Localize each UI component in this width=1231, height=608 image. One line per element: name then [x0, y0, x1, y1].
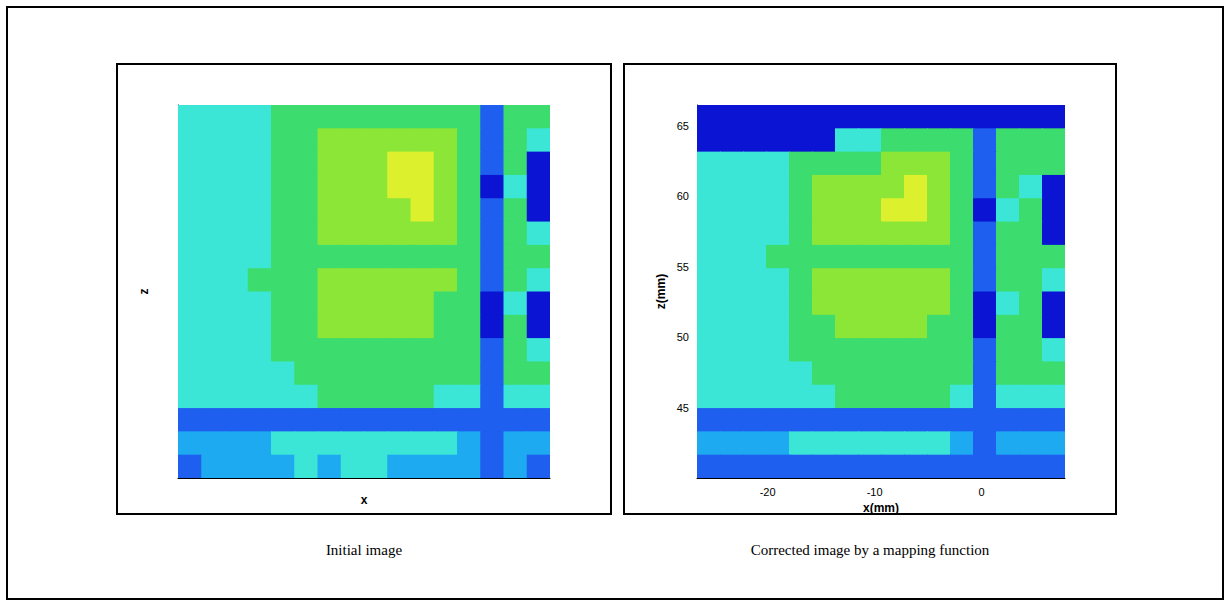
svg-text:z: z: [137, 289, 151, 295]
svg-text:-20: -20: [760, 486, 776, 498]
svg-text:65: 65: [677, 120, 689, 132]
svg-text:x(mm): x(mm): [863, 501, 899, 515]
html-text:Corrected image by a mapping f: Corrected image by a mapping function: [750, 542, 990, 558]
svg-text:-10: -10: [867, 486, 883, 498]
svg-text:0: 0: [978, 486, 984, 498]
svg-text:45: 45: [677, 402, 689, 414]
svg-text:55: 55: [677, 261, 689, 273]
html-text:Initial image: Initial image: [325, 542, 403, 558]
svg-text:x: x: [361, 493, 368, 507]
svg-text:50: 50: [677, 331, 689, 343]
svg-text:z(mm): z(mm): [654, 274, 668, 309]
svg-text:60: 60: [677, 190, 689, 202]
